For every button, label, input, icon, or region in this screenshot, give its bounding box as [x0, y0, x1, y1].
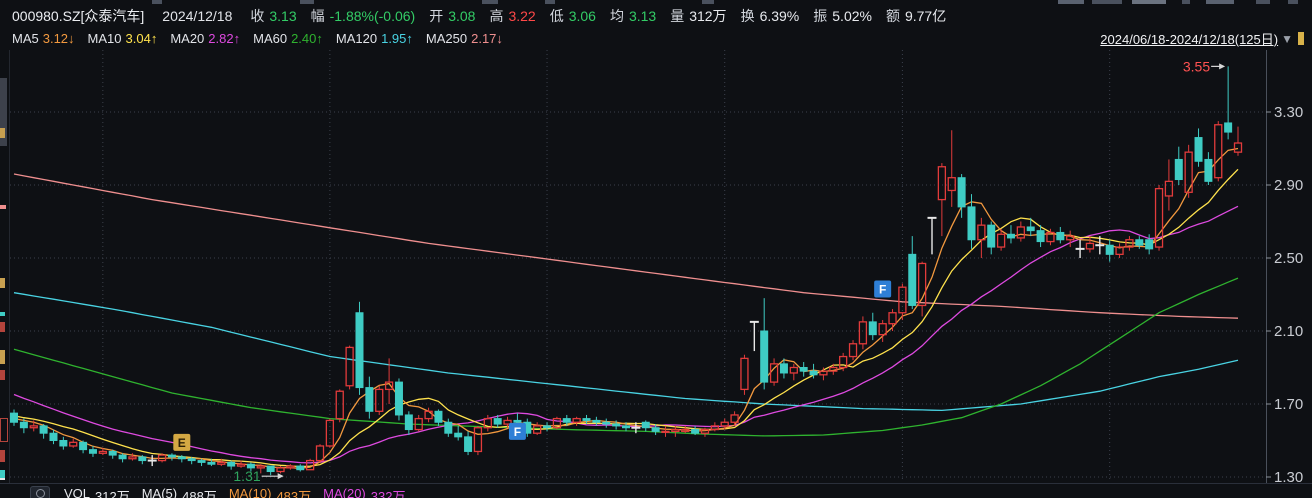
- quote-bar: 000980.SZ[众泰汽车] 2024/12/18 收 3.13 幅 -1.88%(…: [12, 6, 946, 26]
- quote-field-label: 均: [609, 8, 624, 24]
- ma-label: MA250: [425, 31, 468, 46]
- date-range-label[interactable]: 2024/06/18-2024/12/18(125日): [1100, 32, 1279, 47]
- low-price-label: 1.31: [233, 468, 260, 484]
- ma-legend-item: MA60 2.40↑: [253, 31, 323, 46]
- quote-field: 振 5.02%: [813, 6, 872, 26]
- volume-legend-item: MA(10) 483万: [229, 486, 311, 498]
- chevron-down-icon[interactable]: ▼: [1281, 31, 1293, 46]
- quote-field: 开 3.08: [429, 6, 475, 26]
- volume-ma-value: 332万: [370, 489, 406, 498]
- quote-field-label: 换: [740, 8, 755, 24]
- svg-text:3.30: 3.30: [1274, 104, 1303, 121]
- ma-value: 3.04↑: [125, 31, 158, 46]
- quote-field-label: 振: [813, 8, 828, 24]
- volume-ma-label: MA(20): [323, 486, 366, 498]
- quote-field-value: 3.22: [508, 8, 536, 24]
- ma-value: 3.12↓: [42, 31, 75, 46]
- volume-legend-items: VOL 312万 MA(5) 488万 MA(10) 483万 MA(20) 332万: [64, 486, 405, 498]
- quote-field-label: 低: [549, 8, 564, 24]
- ma-label: MA5: [12, 31, 39, 46]
- quote-field-value: 3.13: [628, 8, 657, 24]
- quote-field-label: 高: [489, 8, 504, 24]
- quote-field-label: 幅: [310, 8, 325, 24]
- ma-value: 1.95↑: [381, 31, 413, 46]
- ma-legend-item: MA20 2.82↑: [170, 31, 240, 46]
- quote-field: 换 6.39%: [741, 6, 800, 26]
- left-panel-edge: [0, 50, 9, 483]
- svg-text:E: E: [178, 436, 186, 450]
- svg-text:1.30: 1.30: [1274, 469, 1303, 486]
- volume-ma-value: 488万: [182, 489, 217, 498]
- ma-value: 2.40↑: [291, 31, 323, 46]
- ma-legend-item: MA250 2.17↓: [426, 31, 503, 46]
- ma-value: 2.17↓: [471, 31, 503, 46]
- svg-text:2.90: 2.90: [1274, 177, 1303, 194]
- circle-icon: [35, 489, 45, 498]
- volume-ma-label: MA(5): [141, 486, 178, 498]
- clipped-button-fragment: [1298, 32, 1304, 45]
- quote-fields: 收 3.13 幅 -1.88%(-0.06) 开 3.08 高 3.22 低 3.06 均 3.13 量…: [250, 6, 946, 26]
- quote-field: 高 3.22: [489, 6, 535, 26]
- quote-field: 均 3.13: [610, 6, 656, 26]
- volume-ma-label: VOL: [64, 486, 91, 498]
- svg-text:2.10: 2.10: [1274, 323, 1303, 340]
- volume-ma-label: MA(10): [228, 486, 272, 498]
- ma-label: MA20: [170, 31, 205, 46]
- volume-legend-item: MA(20) 332万: [323, 486, 405, 498]
- quote-field: 收 3.13: [250, 6, 296, 26]
- svg-text:F: F: [879, 283, 886, 297]
- volume-legend: VOL 312万 MA(5) 488万 MA(10) 483万 MA(20) 332万: [30, 486, 405, 498]
- quote-field-label: 量: [670, 8, 685, 24]
- volume-ma-value: 312万: [95, 489, 130, 498]
- quote-field-value: -1.88%(-0.06): [329, 8, 416, 24]
- volume-legend-item: VOL 312万: [64, 486, 130, 498]
- ma-label: MA10: [87, 31, 122, 46]
- quote-field-value: 6.39%: [759, 8, 800, 24]
- quote-field: 幅 -1.88%(-0.06): [311, 6, 416, 26]
- ma-label: MA60: [253, 31, 288, 46]
- quote-field-value: 9.77亿: [904, 8, 947, 24]
- quote-field-value: 3.13: [269, 8, 297, 24]
- svg-text:1.70: 1.70: [1274, 396, 1303, 413]
- event-badge-E: E: [173, 433, 191, 451]
- ma-legend-item: MA120 1.95↑: [336, 31, 413, 46]
- quote-field: 量 312万: [670, 6, 726, 26]
- quote-field-value: 312万: [689, 8, 727, 24]
- volume-legend-item: MA(5) 488万: [142, 486, 217, 498]
- quote-date: 2024/12/18: [162, 8, 233, 24]
- volume-collapse-button[interactable]: [30, 486, 50, 498]
- ma-label: MA120: [335, 31, 378, 46]
- ma-legend: MA5 3.12↓ MA10 3.04↑ MA20 2.82↑ MA60 2.40↑ MA120…: [12, 30, 503, 47]
- quote-field-value: 3.06: [568, 8, 596, 24]
- svg-text:F: F: [514, 425, 521, 439]
- quote-field-label: 收: [250, 8, 265, 24]
- event-badge-F: F: [508, 422, 526, 440]
- event-badge-F: F: [874, 280, 892, 298]
- ma-legend-item: MA10 3.04↑: [88, 31, 158, 46]
- quote-field: 低 3.06: [550, 6, 596, 26]
- ma-value: 2.82↑: [208, 31, 241, 46]
- ma-legend-item: MA5 3.12↓: [12, 31, 75, 46]
- quote-field-value: 3.08: [448, 8, 476, 24]
- quote-field-label: 开: [429, 8, 444, 24]
- quote-field: 额 9.77亿: [886, 6, 946, 26]
- date-range-selector[interactable]: 2024/06/18-2024/12/18(125日) ▼: [1100, 30, 1304, 47]
- volume-ma-value: 483万: [276, 489, 312, 498]
- quote-field-label: 额: [885, 8, 900, 24]
- stock-code-name: 000980.SZ[众泰汽车]: [12, 8, 145, 24]
- quote-field-value: 5.02%: [832, 8, 872, 24]
- high-price-label: 3.55: [1183, 58, 1210, 74]
- svg-text:2.50: 2.50: [1274, 250, 1303, 267]
